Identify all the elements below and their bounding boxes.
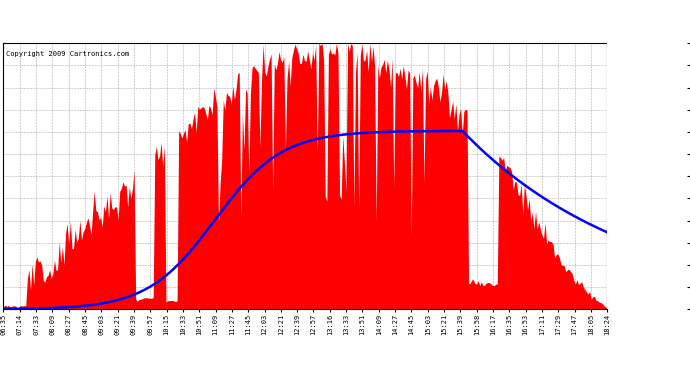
Text: Copyright 2009 Cartronics.com: Copyright 2009 Cartronics.com xyxy=(6,51,130,57)
Text: West Array Actual Power (red) & Running Average Power (Watts blue) Tue Sep 15 18: West Array Actual Power (red) & Running … xyxy=(49,15,641,28)
